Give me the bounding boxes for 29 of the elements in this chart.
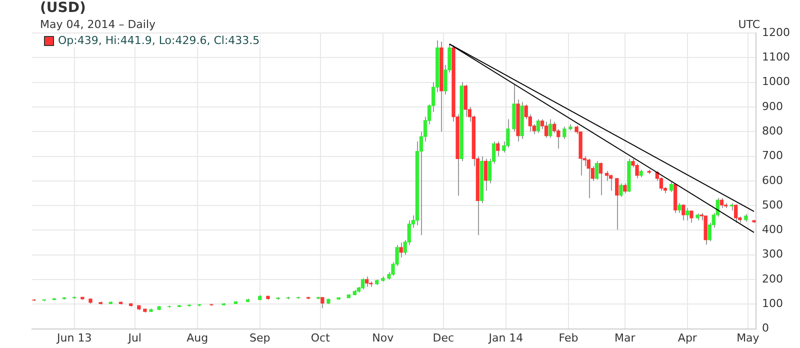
chart-subtitle: May 04, 2014 – Daily	[40, 18, 156, 31]
x-tick-label: Mar	[614, 331, 636, 344]
y-tick-label: 900	[762, 100, 784, 113]
x-tick-label: Dec	[432, 331, 454, 344]
y-tick-label: 400	[762, 223, 784, 236]
y-tick-label: 200	[762, 272, 784, 286]
y-tick-label: 600	[762, 174, 784, 187]
y-tick-label: 700	[762, 149, 784, 162]
y-tick-label: 100	[762, 297, 784, 310]
y-tick-label: 800	[762, 124, 784, 138]
y-tick-label: 0	[762, 322, 770, 335]
annotation: Op:439, Hi:441.9, Lo:429.6, Cl:433.5	[58, 34, 260, 47]
x-tick-label: Jan 14	[488, 331, 524, 344]
x-tick-label: Feb	[558, 331, 578, 344]
y-tick-label: 500	[762, 198, 784, 212]
x-tick-label: Aug	[186, 331, 208, 344]
text: UTC	[738, 18, 760, 31]
chart-title: (USD)	[40, 0, 86, 16]
x-tick-label: Nov	[372, 331, 394, 344]
x-tick-label: Jun 13	[56, 331, 92, 344]
x-tick-label: Sep	[250, 331, 270, 344]
x-tick-label: May	[736, 331, 760, 344]
y-tick-label: 300	[762, 248, 784, 261]
y-tick-label: 1200	[762, 26, 790, 39]
y-tick-label: 1000	[762, 75, 790, 88]
x-tick-label: Apr	[678, 331, 698, 344]
y-tick-label: 1100	[762, 50, 790, 64]
x-tick-label: Jul	[127, 331, 142, 344]
x-tick-label: Oct	[310, 331, 331, 344]
